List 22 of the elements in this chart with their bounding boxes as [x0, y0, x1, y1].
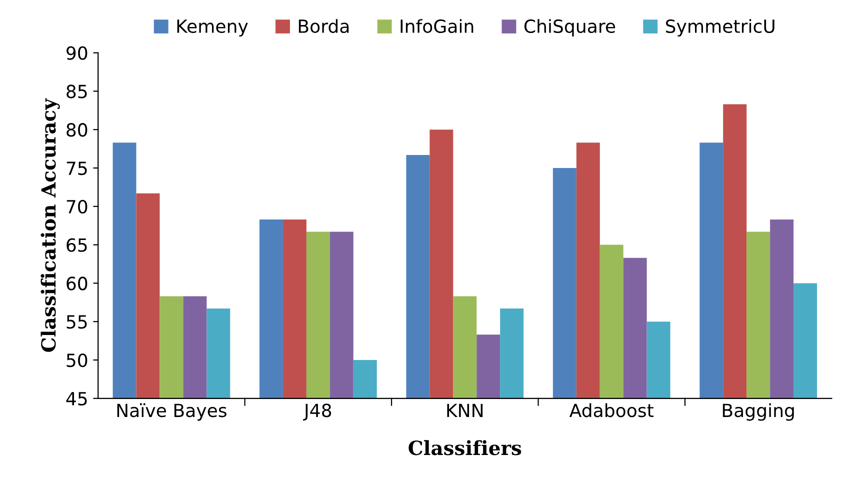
y-tick-label: 70 — [66, 200, 88, 214]
y-tick-label: 90 — [66, 46, 88, 60]
x-tick-label: J48 — [303, 404, 332, 421]
y-tick-label: 55 — [66, 315, 87, 329]
legend-label: InfoGain — [400, 19, 474, 34]
legend-label: ChiSquare — [524, 19, 616, 37]
x-tick-label: Naïve Bayes — [117, 403, 226, 421]
legend-label: Borda — [298, 19, 349, 34]
x-tick-label: Adaboost — [569, 403, 654, 418]
y-tick-label: 75 — [66, 162, 87, 176]
x-axis-title: Classifiers — [408, 440, 522, 456]
y-tick-label: 80 — [66, 123, 88, 137]
y-axis-title: Classification Accuracy — [40, 98, 60, 352]
legend-label: SymmetricU — [666, 19, 774, 37]
legend-label: Kemeny — [177, 20, 248, 37]
y-tick-label: 50 — [66, 353, 88, 368]
x-tick-label: Bagging — [722, 403, 794, 421]
y-tick-label: 60 — [66, 276, 88, 290]
y-tick-label: 65 — [66, 238, 87, 252]
y-tick-label: 85 — [66, 84, 87, 98]
x-tick-label: KNN — [447, 404, 483, 417]
y-tick-label: 45 — [66, 392, 87, 406]
